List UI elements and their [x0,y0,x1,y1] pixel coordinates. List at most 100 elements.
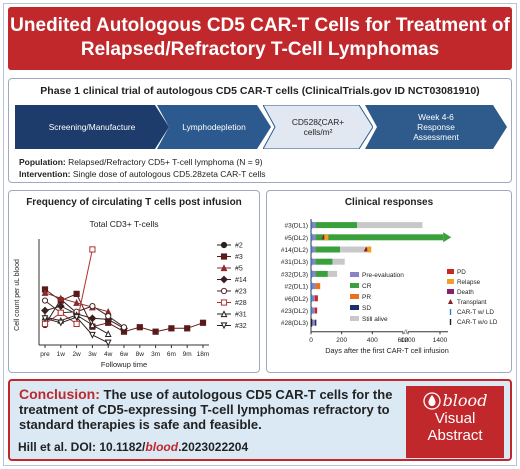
bar-segment [315,246,341,253]
data-point [73,299,81,306]
series-p23: #23 [41,287,247,331]
patient-label: #3(DL1) [285,223,308,230]
step-lymphodepletion: Lymphodepletion [157,105,271,149]
citation-suffix: .2023022204 [178,440,249,454]
data-point [41,297,49,304]
bar-segment [340,246,370,253]
population-line: Population: Relapsed/Refractory CD5+ T-c… [19,156,265,168]
bar-segment [311,234,316,241]
data-point [41,315,49,323]
data-point [88,321,96,329]
legend-label: PD [457,269,466,276]
badge-line-1: Visual [434,410,476,427]
data-point [168,325,175,332]
clinical-responses-panel: Clinical responses // 0 200 400 600 1200 1400 D… [266,190,512,373]
x-tick-label: pre [40,351,50,358]
patient-label: #6(DL2) [285,296,308,303]
bar-segment [315,258,333,265]
data-point [199,319,207,326]
trial-design-panel: Phase 1 clinical trial of autologous CD5… [8,78,512,183]
x-tick-label: 200 [336,337,347,344]
data-point [89,246,96,253]
bar-segment [315,234,444,241]
x-tick-label: 0 [309,337,313,344]
step-dose: CD528ζCAR+ cells/m² [263,105,373,149]
patient-row: #2(DL1) [285,282,321,291]
step-arrow-shape-3 [263,105,373,149]
data-point [88,314,97,323]
legend-label: #14 [235,277,247,284]
x-tick-label: 3w [88,351,97,358]
intervention-line: Intervention: Single dose of autologous … [19,168,265,180]
bar-segment [315,283,321,290]
step-screening: Screening/Manufacture [15,105,169,149]
patient-label: #28(DL3) [281,320,308,327]
axis-break-mark: // [404,330,408,336]
step-label-2: Lymphodepletion [182,122,246,132]
series-p14: #14 [41,275,247,333]
legend-swatch [350,283,359,288]
series-p2: #2 [41,241,243,329]
legend-swatch [448,299,453,304]
title-line-2: Relapsed/Refractory T-Cell Lymphomas [80,39,440,60]
legend-label: #3 [235,254,243,261]
bar-segment [327,270,338,277]
bar-segment [314,295,318,302]
data-point [41,320,49,327]
title-line-1: Unedited Autologous CD5 CAR-T Cells for … [10,15,510,36]
x-tick-label: 2w [72,351,81,358]
x-tick-label: 1200 [401,337,416,344]
trial-heading: Phase 1 clinical trial of autologous CD5… [40,85,480,97]
data-point [73,290,80,297]
bar-segment [314,307,318,314]
bar-segment [311,270,316,277]
x-tick-label: 400 [367,337,378,344]
patient-row: #3(DL1) [285,221,423,230]
x-axis-label: Days after the first CAR-T cell infusion [325,346,449,355]
bar-segment [311,246,316,253]
series-line [44,249,93,325]
step-label-1: Screening/Manufacture [48,122,136,132]
legend-swatch [447,279,454,284]
bar-segment [311,283,316,290]
x-tick-label: 3m [151,351,160,358]
series-p5: #5 [41,264,243,315]
x-tick-label: 18m [197,351,210,358]
legend-swatch [350,316,359,321]
bar-segment [311,258,316,265]
patient-row: #14(DL2) [281,245,372,254]
event-relapse [367,246,372,253]
legend-swatch [447,289,454,294]
legend-swatch [447,269,454,274]
bar-segment [357,222,423,229]
tcell-frequency-panel: Frequency of circulating T cells post in… [8,190,260,373]
conclusion-label: Conclusion: [19,386,100,402]
legend-swatch [350,305,359,310]
bar-segment [332,258,345,265]
conclusion-text: The use of autologous CD5 CAR-T cells fo… [19,387,393,432]
step-label-3: CD528ζCAR+ cells/m² [291,117,345,137]
patient-row: #32(DL3) [281,269,338,278]
tcell-line-chart: Total CD3+ T-cells Cell count per uL bloo… [14,219,247,369]
legend-label: Transplant [457,299,487,306]
legend-label: PR [362,294,371,301]
data-point [88,331,96,339]
data-point [41,306,49,315]
bar-segment [315,222,357,229]
intervention-text: Single dose of autologous CD5.28zeta CAR… [72,169,266,179]
x-tick-label: 4w [104,351,113,358]
legend-marker [220,287,228,295]
data-point [57,319,65,327]
population-label: Population: [19,157,66,167]
legend-label: #23 [235,289,247,296]
bar-segment [314,319,317,326]
legend-label: #31 [235,312,247,319]
data-point [73,320,80,327]
patient-label: #23(DL2) [281,308,308,315]
title-banner: Unedited Autologous CD5 CAR-T Cells for … [8,7,512,70]
chart-title: Total CD3+ T-cells [89,219,158,229]
patient-label: #5(DL2) [285,235,308,242]
series-p31: #31 [41,310,247,337]
x-tick-label: 9m [183,351,192,358]
bar-arrow [443,232,452,243]
